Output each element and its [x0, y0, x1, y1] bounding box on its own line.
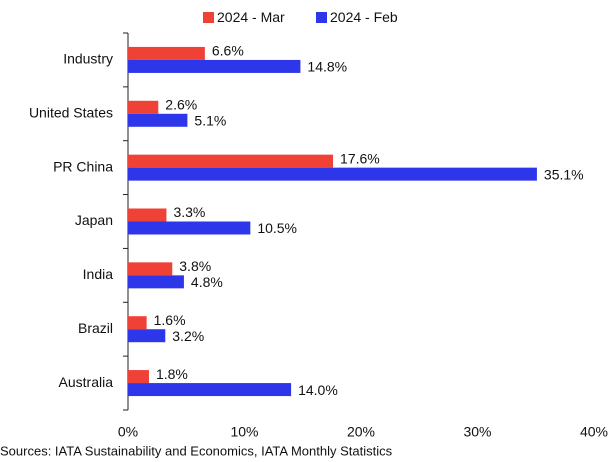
x-tick-label: 30%	[463, 424, 491, 440]
x-tick-label: 20%	[347, 424, 375, 440]
x-tick-label: 0%	[118, 424, 138, 440]
y-tick-label: India	[83, 266, 114, 282]
value-label: 3.2%	[172, 328, 204, 344]
bar	[128, 316, 147, 330]
value-label: 6.6%	[212, 43, 244, 59]
bar	[128, 275, 184, 289]
y-tick-label: Australia	[59, 374, 114, 390]
bar	[128, 262, 173, 276]
value-label: 17.6%	[340, 150, 380, 166]
x-tick-label: 40%	[580, 424, 608, 440]
bar	[128, 154, 334, 168]
value-label: 2.6%	[165, 96, 197, 112]
bar	[128, 100, 159, 114]
bar	[128, 59, 301, 73]
y-tick-label: PR China	[53, 158, 113, 174]
value-label: 5.1%	[194, 112, 226, 128]
x-tick-label: 10%	[230, 424, 258, 440]
value-label: 1.8%	[156, 366, 188, 382]
bar	[128, 383, 292, 397]
bar	[128, 46, 205, 60]
legend-label: 2024 - Feb	[330, 9, 398, 25]
bar	[128, 208, 167, 222]
value-label: 3.3%	[173, 204, 205, 220]
source-note: Sources: IATA Sustainability and Economi…	[0, 443, 393, 458]
bar	[128, 221, 251, 235]
value-label: 35.1%	[544, 166, 584, 182]
bar	[128, 370, 149, 384]
y-tick-label: Brazil	[78, 320, 113, 336]
bar	[128, 329, 166, 343]
bar	[128, 113, 188, 127]
value-label: 14.8%	[307, 59, 347, 75]
value-label: 10.5%	[257, 220, 297, 236]
value-label: 14.0%	[298, 382, 338, 398]
y-tick-label: Industry	[63, 51, 113, 67]
legend-label: 2024 - Mar	[217, 9, 285, 25]
value-label: 3.8%	[179, 258, 211, 274]
legend-swatch	[316, 12, 327, 23]
bar	[128, 167, 537, 181]
y-tick-label: Japan	[75, 212, 113, 228]
y-tick-label: United States	[29, 104, 113, 120]
legend-swatch	[203, 12, 214, 23]
value-label: 1.6%	[154, 312, 186, 328]
value-label: 4.8%	[191, 274, 223, 290]
